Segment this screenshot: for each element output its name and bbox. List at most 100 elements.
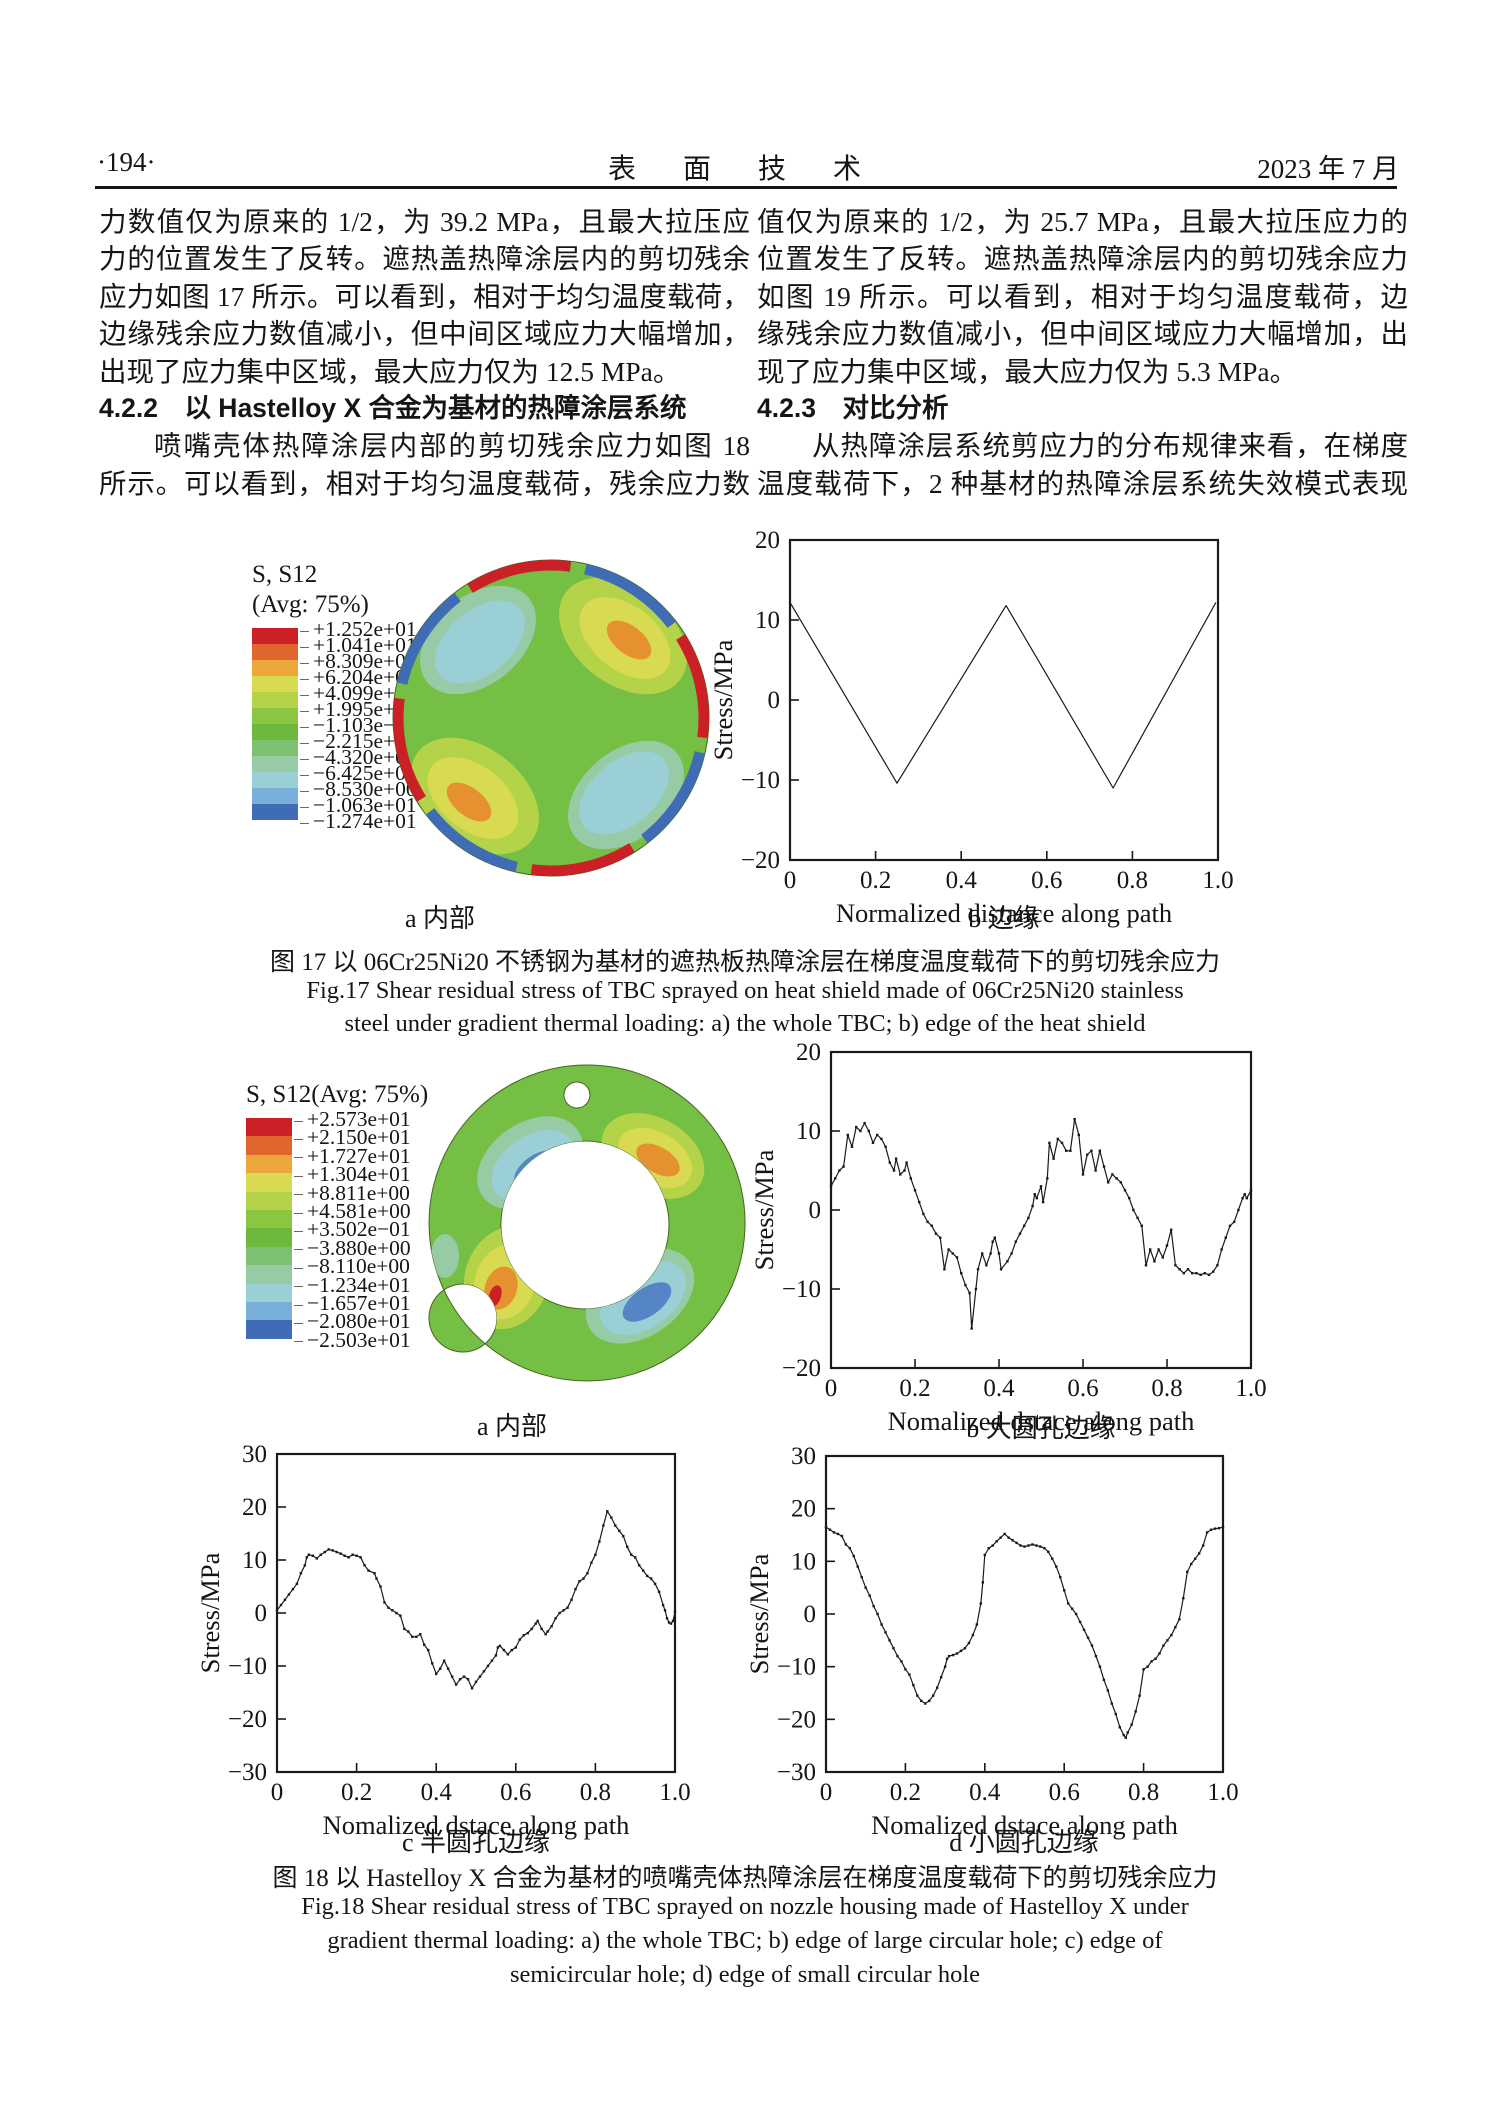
body-line: 应力如图 17 所示。可以看到，相对于均匀温度载荷，: [99, 280, 750, 312]
svg-text:10: 10: [796, 1118, 821, 1145]
colorbar-tick-label: +2.150e+01: [294, 1126, 411, 1148]
section-heading-4-2-3: 4.2.3 对比分析: [757, 393, 949, 424]
colorbar-tick-label: −1.274e+01: [300, 810, 417, 832]
colorbar-band: [246, 1301, 292, 1321]
colorbar-band: [246, 1136, 292, 1155]
svg-text:0: 0: [255, 1600, 268, 1627]
text-column-left: 力数值仅为原来的 1/2，为 39.2 MPa，且最大拉压应 力的位置发生了反转…: [99, 203, 750, 502]
nozzle-housing-ring: [428, 1064, 746, 1382]
svg-text:20: 20: [796, 1039, 821, 1066]
svg-text:1.0: 1.0: [659, 1779, 690, 1806]
body-line: 如图 19 所示。可以看到，相对于均匀温度载荷，边: [757, 280, 1408, 312]
body-line: 从热障涂层系统剪应力的分布规律来看，在梯度: [812, 430, 1408, 462]
fig17a-colorbar-legend: S, S12 (Avg: 75%) +1.252e+01 +1.041e+01 +8…: [252, 560, 467, 832]
colorbar-band: [252, 724, 298, 740]
colorbar-band: [252, 692, 298, 708]
svg-text:0: 0: [825, 1375, 838, 1402]
fig18a-colorbar-legend: S, S12(Avg: 75%) +2.573e+01 +2.150e+01 +1.…: [246, 1080, 461, 1351]
fig18b-line-chart: 0 0.2 0.4 0.6 0.8 1.0 −20 −10 0 10 20 Nomalized dst…: [749, 1039, 1267, 1436]
fig18c-data-line: [276, 1510, 676, 1689]
colorbar-band: [246, 1154, 292, 1174]
fig18c-subcaption: c 半圆孔边缘: [401, 1828, 551, 1857]
fig18-caption-en-line3: semicircular hole; d) edge of small circ…: [509, 1961, 981, 1988]
colorbar-band: [246, 1191, 292, 1210]
colorbar-band: [246, 1173, 292, 1192]
colorbar-band: [252, 788, 298, 804]
fig18a-subcaption: a 内部: [476, 1412, 548, 1441]
fig18-caption-en-line1: Fig.18 Shear residual stress of TBC spra…: [301, 1893, 1189, 1920]
legend-title: S, S12(Avg: 75%): [246, 1081, 429, 1108]
fig17a-subcaption: a 内部: [404, 904, 476, 933]
fig17-caption-zh: 图 17 以 06Cr25Ni20 不锈钢为基材的遮热板热障涂层在梯度温度载荷下…: [269, 949, 1220, 976]
svg-text:−10: −10: [777, 1654, 816, 1681]
svg-text:−30: −30: [777, 1759, 816, 1786]
section-heading-4-2-2: 4.2.2 以 Hastelloy X 合金为基材的热障涂层系统: [99, 393, 687, 424]
svg-text:Stress/MPa: Stress/MPa: [195, 1552, 225, 1673]
colorbar-band: [252, 628, 298, 644]
svg-text:1.0: 1.0: [1235, 1375, 1266, 1402]
svg-text:Nomalized dstace along path: Nomalized dstace along path: [871, 1810, 1178, 1840]
svg-text:0.8: 0.8: [580, 1779, 611, 1806]
svg-text:−20: −20: [777, 1706, 816, 1733]
svg-text:0: 0: [768, 687, 781, 714]
body-line: 边缘残余应力数值减小，但中间区域应力大幅增加，: [99, 318, 750, 350]
svg-text:Nomalized dstace along path: Nomalized dstace along path: [888, 1406, 1195, 1436]
colorbar-band: [246, 1320, 292, 1339]
body-line: 温度载荷下，2 种基材的热障涂层系统失效模式表现: [757, 467, 1408, 499]
svg-text:Stress/MPa: Stress/MPa: [749, 1149, 779, 1270]
svg-text:20: 20: [242, 1494, 267, 1521]
svg-text:0.2: 0.2: [341, 1779, 372, 1806]
page-number: ·194·: [97, 147, 156, 177]
colorbar-band: [246, 1265, 292, 1284]
colorbar-band: [246, 1246, 292, 1266]
fig17a-contour-plot: [392, 559, 710, 877]
svg-text:20: 20: [755, 527, 780, 554]
svg-text:0: 0: [804, 1601, 817, 1628]
colorbar-band: [246, 1209, 292, 1229]
svg-text:1.0: 1.0: [1207, 1779, 1238, 1806]
stress-contour-blobs: [393, 560, 709, 876]
fig18a-contour-plot: [428, 1064, 746, 1382]
svg-text:20: 20: [791, 1496, 816, 1523]
body-line: 喷嘴壳体热障涂层内部的剪切残余应力如图 18: [154, 430, 750, 462]
fig17a-colorbar: +1.252e+01 +1.041e+01 +8.309e+00 +6.204e+00…: [252, 618, 467, 832]
svg-text:Nomalized dstace along path: Nomalized dstace along path: [323, 1810, 630, 1840]
fig17-caption-en-line2: steel under gradient thermal loading: a)…: [344, 1010, 1146, 1037]
colorbar-band: [246, 1283, 292, 1302]
fig18-caption-zh: 图 18 以 Hastelloy X 合金为基材的喷嘴壳体热障涂层在梯度温度载荷…: [272, 1865, 1218, 1892]
svg-text:30: 30: [242, 1441, 267, 1468]
svg-text:−10: −10: [782, 1276, 821, 1303]
fig18d-subcaption: d 小圆孔边缘: [949, 1828, 1099, 1857]
legend-title: S, S12: [252, 561, 318, 588]
svg-text:10: 10: [791, 1548, 816, 1575]
colorbar-band: [252, 676, 298, 692]
colorbar-band: [252, 644, 298, 660]
header-rule: [95, 186, 1397, 189]
svg-text:−20: −20: [741, 847, 780, 874]
body-line: 力数值仅为原来的 1/2，为 39.2 MPa，且最大拉压应: [99, 206, 750, 237]
svg-text:−20: −20: [782, 1355, 821, 1382]
colorbar-band: [246, 1228, 292, 1247]
svg-text:0.4: 0.4: [421, 1779, 453, 1806]
body-line: 所示。可以看到，相对于均匀温度载荷，残余应力数: [99, 467, 750, 499]
body-line: 值仅为原来的 1/2，为 25.7 MPa，且最大拉压应力的: [757, 206, 1408, 237]
body-line: 出现了应力集中区域，最大应力仅为 12.5 MPa。: [99, 355, 681, 387]
colorbar-band: [246, 1118, 292, 1137]
colorbar-band: [252, 772, 298, 788]
svg-text:0.2: 0.2: [890, 1779, 921, 1806]
svg-text:−10: −10: [741, 767, 780, 794]
fig18c-line-chart: 0 0.2 0.4 0.6 0.8 1.0 −30 −20 −10 0 10 20 30 Nomalize…: [195, 1441, 691, 1840]
svg-text:−10: −10: [228, 1653, 267, 1680]
fig18-caption-en-line2: gradient thermal loading: a) the whole T…: [327, 1927, 1163, 1954]
colorbar-tick-label: +3.502e−01: [294, 1218, 411, 1240]
colorbar-tick-label: −8.110e+00: [294, 1255, 410, 1277]
svg-text:−20: −20: [228, 1706, 267, 1733]
fig17b-subcaption: b 边缘: [968, 904, 1040, 933]
svg-text:Stress/MPa: Stress/MPa: [744, 1553, 774, 1674]
svg-text:−30: −30: [228, 1759, 267, 1786]
svg-text:0.4: 0.4: [983, 1375, 1015, 1402]
svg-text:30: 30: [791, 1443, 816, 1470]
body-line: 位置发生了反转。遮热盖热障涂层内的剪切残余应力: [757, 243, 1408, 275]
svg-text:0.6: 0.6: [1049, 1779, 1080, 1806]
